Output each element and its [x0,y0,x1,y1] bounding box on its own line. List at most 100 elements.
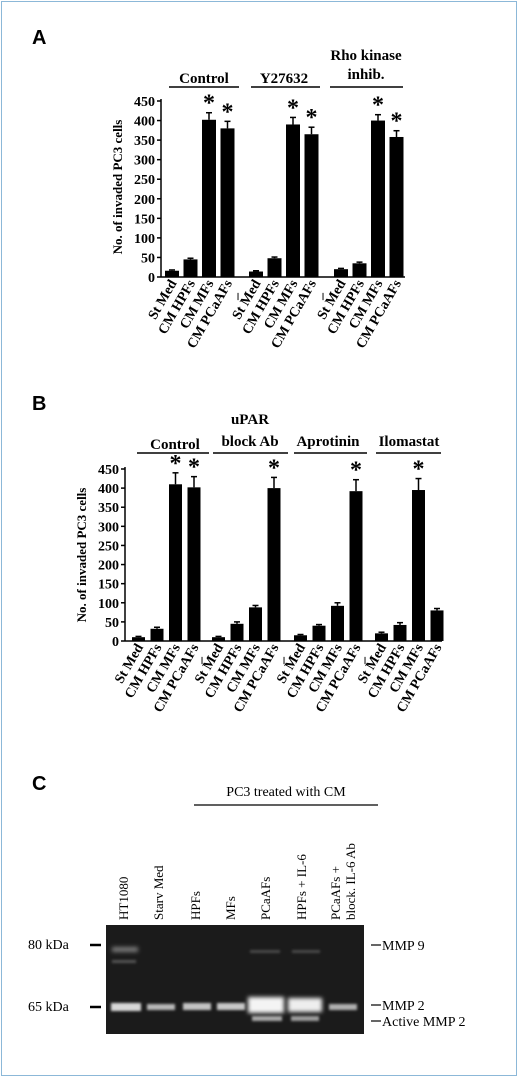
band-pcaafs-mmp9 [250,950,280,953]
band-hpfs-il6-active-mmp2 [291,1016,319,1021]
marker-65kda: 65 kDa [28,1000,70,1015]
panel-c-letter: C [32,773,46,795]
bar [169,484,182,641]
y-tick-label: 350 [134,134,155,149]
group-separator-dash: – [315,292,330,301]
bar [389,136,404,277]
bar [334,269,348,277]
panel-a-y-axis-label: No. of invaded PC3 cells [110,120,125,255]
panel-a-letter: A [32,27,46,49]
band-label-mmp9: MMP 9 [382,939,425,954]
panel-b-y-axis-label: No. of invaded PC3 cells [74,488,89,623]
lane-label-pcaafs: PCaAFs [258,877,273,920]
y-tick-label: 50 [141,251,155,266]
band-label-active-mmp2: Active MMP 2 [382,1015,465,1030]
panel-c-gel-figure: PC3 treated with CM HT1080 Starv Med HPF… [28,785,465,1034]
lane-label-starv-med: Starv Med [151,865,166,920]
panel-a-group-label-control: Control [179,71,229,87]
band-starv-mmp2 [147,1004,175,1010]
bar [165,270,179,277]
significance-star: * [306,105,318,131]
bar [187,487,201,641]
band-mfs-mmp2 [217,1003,245,1010]
bar [267,258,282,277]
significance-star: * [188,455,200,481]
y-tick-label: 200 [98,559,119,574]
band-ht1080-mmp9 [112,947,138,952]
y-tick-label: 50 [105,616,119,631]
y-tick-label: 300 [98,520,119,535]
bar [132,637,145,641]
bar [249,607,262,641]
y-tick-label: 400 [98,482,119,497]
y-tick-label: 100 [134,232,155,247]
y-tick-label: 300 [134,154,155,169]
y-tick-label: 450 [98,463,119,478]
y-tick-label: 0 [148,271,155,286]
significance-star: * [268,455,280,481]
gel-header: PC3 treated with CM [226,785,346,800]
bar [371,120,385,277]
y-tick-label: 250 [98,539,119,554]
bar [430,610,444,641]
significance-star: * [170,451,182,477]
group-separator-dash: – [276,656,291,665]
panel-a-group-label-rho-line1: Rho kinase [330,48,402,64]
bar [202,119,216,277]
panel-a-group-label-rho-line2: inhib. [347,67,384,83]
bar [331,605,344,641]
band-hpfs-il6-mmp9 [292,950,320,953]
lane-label-pcaafs-block-line2: block. IL-6 Ab [343,843,358,920]
panel-b-group-label-upar-line1: uPAR [231,412,269,428]
y-tick-label: 250 [134,173,155,188]
group-separator-dash: – [357,656,372,665]
bar [375,633,388,641]
y-tick-label: 0 [112,635,119,650]
significance-star: * [372,93,384,119]
significance-star: * [391,109,403,135]
bar [312,625,326,641]
bar [393,624,407,641]
gel-bands [111,947,357,1021]
band-ht1080-mmp9-b [112,960,136,963]
group-separator-dash: – [194,656,209,665]
band-pcaafs-mmp2 [248,997,284,1013]
band-pcaafs-active-mmp2 [252,1016,282,1021]
significance-star: * [350,458,362,484]
lane-label-hpfs: HPFs [188,891,203,920]
gel-image [106,925,364,1034]
bar [220,128,235,277]
y-tick-label: 450 [134,95,155,110]
band-hpfs-mmp2 [183,1003,211,1010]
panel-b-group-label-control: Control [150,437,200,453]
bar [230,623,244,641]
band-pcaafs-block-mmp2 [329,1004,357,1010]
panel-a-chart: Control Y27632 Rho kinase inhib. No. of … [110,48,405,351]
bar [349,491,363,641]
significance-star: * [413,457,425,483]
y-tick-label: 100 [98,597,119,612]
bar [412,490,425,641]
bar [304,134,319,277]
band-hpfs-il6-mmp2 [288,998,322,1012]
band-label-mmp2: MMP 2 [382,999,425,1014]
significance-star: * [287,95,299,121]
bar [212,637,225,641]
bar [267,488,281,641]
marker-80kda: 80 kDa [28,938,70,953]
y-tick-label: 150 [98,578,119,593]
y-tick-label: 400 [134,115,155,130]
bar [249,271,263,277]
lane-label-ht1080: HT1080 [116,877,131,920]
lane-label-pcaafs-block-line1: PCaAFs + [328,866,343,920]
lane-label-mfs: MFs [223,896,238,920]
significance-star: * [222,99,234,125]
panel-b-group-label-ilomastat: Ilomastat [379,434,440,450]
panel-b-group-label-upar-line2: block Ab [221,434,278,450]
lane-label-hpfs-il6: HPFs + IL-6 [294,854,309,920]
panel-a-group-label-y27632: Y27632 [260,71,308,87]
bar [352,263,367,277]
panel-b-chart: Control uPAR block Ab Aprotinin Ilomasta… [74,412,446,715]
y-tick-label: 150 [134,212,155,227]
